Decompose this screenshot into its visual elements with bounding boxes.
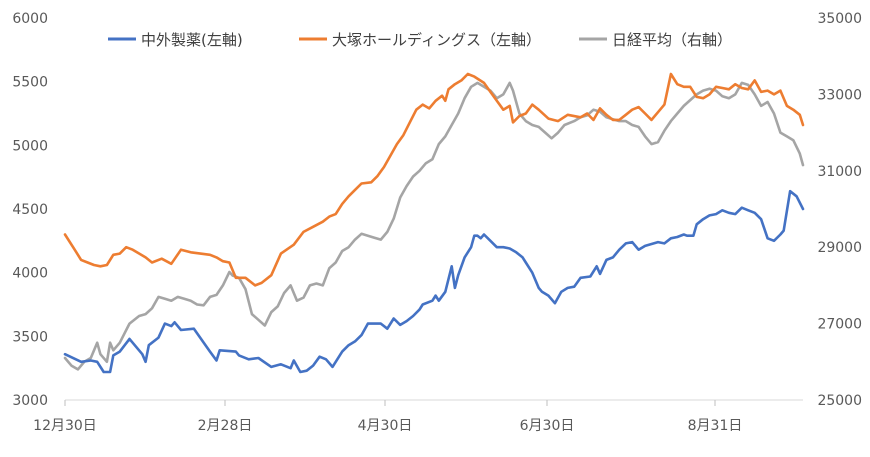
legend-item-nikkei: 日経平均（右軸） bbox=[579, 31, 732, 49]
y-right-tick-label: 33000 bbox=[817, 87, 862, 103]
y-axis-left: 3000 3500 4000 4500 5000 5500 6000 bbox=[12, 11, 48, 409]
legend-label-nikkei: 日経平均（右軸） bbox=[612, 31, 732, 49]
y-left-tick-label: 4000 bbox=[12, 266, 48, 282]
x-tick-label: 8月31日 bbox=[688, 418, 743, 434]
legend-label-chugai: 中外製薬(左軸) bbox=[141, 31, 243, 49]
x-tick-label: 2月28日 bbox=[198, 418, 253, 434]
y-left-tick-label: 3500 bbox=[12, 329, 48, 345]
legend: 中外製薬(左軸) 大塚ホールディングス（左軸） 日経平均（右軸） bbox=[108, 31, 732, 49]
series-layer bbox=[63, 72, 805, 374]
x-tick-label: 6月30日 bbox=[520, 418, 575, 434]
y-right-tick-label: 31000 bbox=[817, 164, 862, 180]
y-right-tick-label: 27000 bbox=[817, 317, 862, 333]
x-axis: 12月30日 2月28日 4月30日 6月30日 8月31日 bbox=[33, 399, 803, 434]
legend-label-otsuka: 大塚ホールディングス（左軸） bbox=[332, 31, 541, 49]
x-tick-label: 4月30日 bbox=[358, 418, 413, 434]
series-line-2 bbox=[63, 81, 805, 371]
y-left-tick-label: 5000 bbox=[12, 138, 48, 154]
y-left-tick-label: 5500 bbox=[12, 75, 48, 91]
series-line-0 bbox=[63, 189, 805, 374]
y-axis-right: 25000 27000 29000 31000 33000 35000 bbox=[817, 11, 862, 409]
y-left-tick-label: 6000 bbox=[12, 11, 48, 27]
series-line-1 bbox=[63, 72, 805, 287]
y-right-tick-label: 29000 bbox=[817, 240, 862, 256]
x-tick-label: 12月30日 bbox=[33, 418, 97, 434]
y-right-tick-label: 25000 bbox=[817, 393, 862, 409]
y-left-tick-label: 4500 bbox=[12, 202, 48, 218]
y-left-tick-label: 3000 bbox=[12, 393, 48, 409]
y-right-tick-label: 35000 bbox=[817, 11, 862, 27]
legend-item-otsuka: 大塚ホールディングス（左軸） bbox=[299, 31, 541, 49]
legend-item-chugai: 中外製薬(左軸) bbox=[108, 31, 243, 49]
